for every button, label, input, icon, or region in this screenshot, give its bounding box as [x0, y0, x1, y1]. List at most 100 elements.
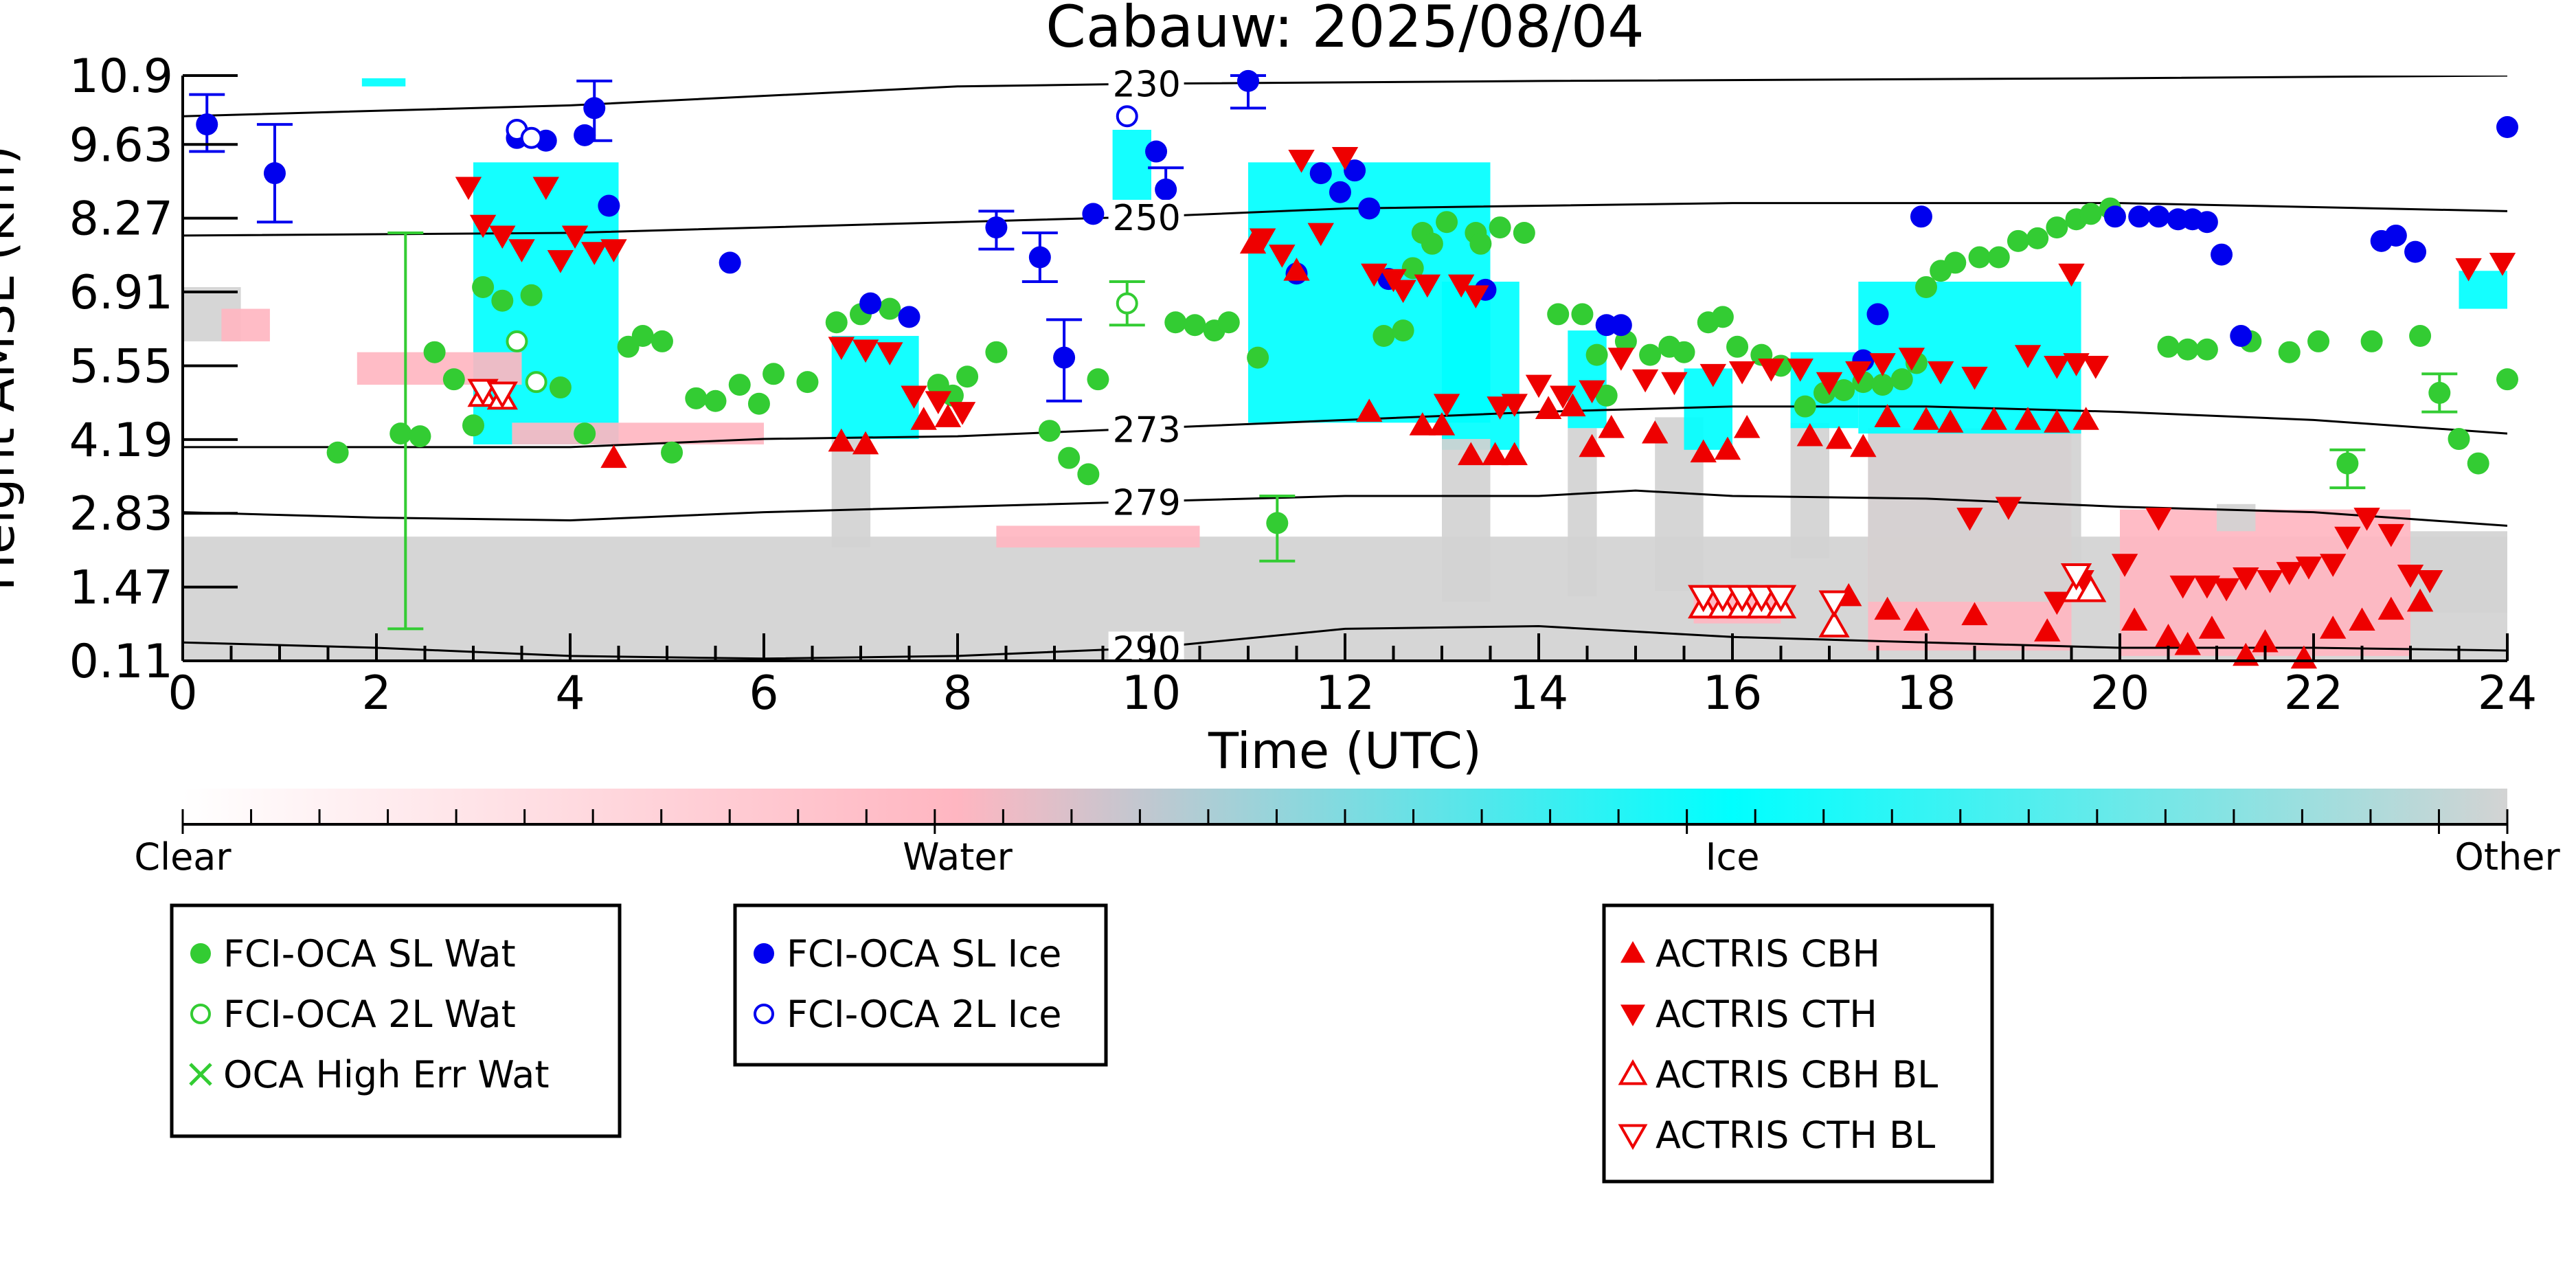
colorbar-label: Other — [2454, 835, 2560, 879]
fci-oca-sl-wat-point — [825, 311, 848, 334]
fci-oca-sl-wat-point — [2157, 335, 2180, 358]
x-tick-label: 22 — [2284, 666, 2344, 721]
x-tick-label: 18 — [1897, 666, 1956, 721]
fci-oca-sl-wat-point — [1726, 335, 1749, 358]
actris-cbh-point — [1903, 607, 1930, 631]
actris-cbh-point — [1501, 442, 1528, 466]
actris-cth-point — [1288, 149, 1315, 173]
fci-oca-sl-wat-point — [2046, 216, 2068, 239]
actris-cth-point — [2169, 575, 2196, 599]
fci-oca-sl-wat-point — [1469, 232, 1492, 255]
colorbar-labels: Clear Water Ice Other — [134, 835, 2560, 879]
actris-cbh-point — [2377, 596, 2404, 620]
fci-oca-sl-wat-point — [1833, 379, 1855, 401]
fci-oca-sl-ice-point — [1910, 205, 1932, 228]
actris-cth-point — [1249, 228, 1276, 252]
fci-oca-sl-wat-point — [762, 363, 785, 385]
colorbar-ticks — [181, 809, 2509, 834]
actris-cth-point — [2233, 567, 2259, 591]
actris-cth-point — [2334, 526, 2361, 550]
fci-oca-2l-wat-point — [506, 330, 528, 352]
actris-cth-point — [469, 214, 497, 238]
fci-oca-sl-wat-point — [2496, 368, 2518, 391]
actris-cth-point — [925, 391, 951, 414]
fci-oca-sl-ice-point — [2384, 224, 2407, 247]
y-axis-label: Height AMSL (km) — [0, 146, 25, 591]
actris-cth-point — [2058, 263, 2085, 287]
fci-oca-sl-wat-point — [1401, 257, 1424, 280]
fci-oca-sl-wat-point — [326, 441, 349, 464]
legend-frame — [733, 903, 1108, 1067]
actris-cth-point — [1845, 361, 1872, 385]
legend-entry: ACTRIS CTH — [1656, 993, 1877, 1036]
fci-oca-sl-wat-point — [1585, 343, 1608, 366]
actris-cth-point — [1550, 385, 1577, 409]
actris-cbh-point — [1796, 422, 1823, 447]
actris-cth-point — [2295, 556, 2323, 580]
y-tick-label: 9.63 — [69, 118, 173, 172]
isotherm-label-bg — [1108, 66, 1184, 102]
fci-oca-sl-ice-point — [2147, 205, 2170, 228]
legend-entry: FCI-OCA SL Wat — [223, 932, 516, 975]
actris-cbh-point — [852, 431, 879, 455]
fci-oca-sl-ice-point — [196, 113, 218, 136]
legend-entry: ACTRIS CBH — [1656, 932, 1880, 975]
fci-oca-sl-wat-point — [1184, 314, 1206, 337]
actris-cbh-point — [1874, 404, 1901, 427]
actris-cbh-point — [2155, 624, 2182, 647]
actris-cth-bl-point — [1765, 585, 1797, 613]
legend-marker — [754, 1004, 774, 1024]
fci-oca-sl-wat-point — [2336, 452, 2359, 475]
fci-oca-2l-wat-point — [1116, 292, 1138, 315]
legend-entry: FCI-OCA 2L Ice — [787, 993, 1061, 1036]
actris-cbh-point — [2044, 409, 2070, 433]
actris-cth-point — [2489, 253, 2516, 276]
fci-oca-sl-wat-point — [1436, 211, 1458, 234]
actris-cth-point — [1995, 497, 2022, 520]
actris-cbh-point — [2290, 645, 2318, 669]
y-tick-label: 2.83 — [69, 487, 173, 541]
fci-oca-sl-wat-point — [1372, 325, 1395, 348]
legend-marker — [1618, 1124, 1648, 1151]
fci-oca-sl-ice-point — [2496, 116, 2518, 139]
background-region-water — [996, 526, 1200, 547]
fci-oca-sl-wat-point — [549, 376, 572, 399]
actris-cth-point — [1607, 348, 1635, 371]
fci-oca-sl-ice-point — [1237, 69, 1259, 92]
fci-oca-sl-wat-point — [2448, 428, 2470, 451]
actris-cth-point — [1501, 394, 1528, 417]
fci-oca-sl-wat-point — [704, 389, 727, 412]
actris-cth-point — [1961, 366, 1988, 390]
legend-marker — [1620, 1004, 1645, 1026]
actris-cth-point — [828, 337, 855, 361]
fci-oca-sl-ice-point — [2211, 243, 2233, 266]
fci-oca-sl-wat-point — [1547, 303, 1570, 326]
background-region-ice — [1442, 282, 1519, 450]
legend-entry: FCI-OCA SL Ice — [787, 932, 1061, 975]
fci-oca-sl-wat-point — [1673, 341, 1695, 363]
actris-cth-point — [2417, 569, 2443, 594]
actris-cbh-point — [600, 444, 627, 468]
fci-oca-sl-ice-point — [2128, 205, 2151, 228]
actris-cbh-point — [1825, 425, 1853, 449]
x-tick-label: 10 — [1122, 666, 1182, 721]
actris-cbh-bl-point — [1818, 610, 1850, 637]
actris-cbh-point — [934, 404, 962, 427]
actris-cbh-point — [2034, 618, 2061, 642]
actris-cbh-point — [2174, 631, 2201, 655]
actris-cth-bl-point — [1688, 585, 1719, 613]
actris-cbh-point — [1874, 596, 1901, 620]
fci-oca-sl-wat-point — [956, 365, 979, 388]
x-tick-label: 16 — [1703, 666, 1763, 721]
fci-oca-sl-wat-point — [1968, 246, 1991, 269]
fci-oca-sl-wat-point — [574, 422, 596, 445]
fci-oca-sl-wat-point — [879, 297, 901, 320]
legend-marker — [190, 943, 211, 964]
legend-marker — [189, 1063, 212, 1086]
actris-cbh-point — [1733, 415, 1761, 438]
legend-marker — [754, 943, 774, 964]
fci-oca-sl-wat-point — [1058, 447, 1081, 469]
fci-oca-sl-wat-point — [2428, 381, 2451, 404]
isotherm-label-bg — [1108, 199, 1184, 236]
